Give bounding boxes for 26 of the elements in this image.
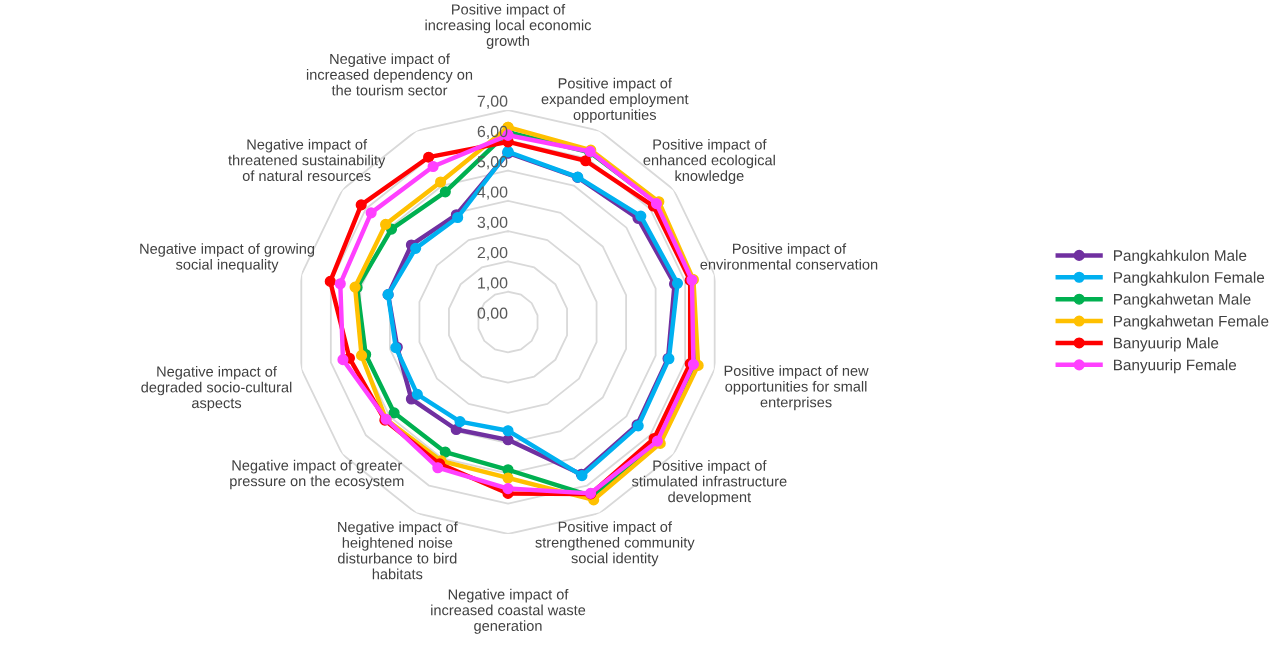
- spoke-label: Negative impact of increased coastal waste generation: [431, 588, 586, 634]
- spoke-label: Positive impact of stimulated infrastructure development: [631, 460, 787, 506]
- y-tick-label: 2,00: [477, 246, 508, 261]
- legend-label: Pangkahwetan Female: [1114, 315, 1269, 330]
- legend-label: Banyuurip Female: [1114, 359, 1237, 374]
- y-tick-label: 7,00: [477, 95, 508, 109]
- spoke-label: Negative impact of greater pressure on the ecosystem: [230, 459, 404, 490]
- spoke-label: Positive impact of expanded employment opportunities: [541, 77, 689, 123]
- spoke-label: Positive impact of enhanced ecological knowledge: [643, 138, 775, 184]
- spoke-label: Negative impact of threatened sustainability of natural resources: [228, 138, 386, 182]
- spoke-label: Negative impact of growing social inequality: [140, 243, 315, 273]
- spoke-label: Negative impact of increased dependency on the tourism sector: [306, 53, 473, 96]
- spoke-label: Positive impact of new opportunities for small enterprises: [724, 365, 869, 411]
- y-tick-label: 0,00: [477, 307, 508, 321]
- spoke-label: Positive impact of increasing local economic growth: [425, 3, 592, 49]
- legend-label: Pangkahkulon Female: [1114, 271, 1265, 286]
- legend-label: Pangkahkulon Male: [1114, 249, 1247, 264]
- spoke-label: Positive impact of environmental conservation: [700, 243, 878, 270]
- spoke-label: Negative impact of degraded socio-cultural aspects: [141, 366, 292, 412]
- y-tick-label: 4,00: [477, 186, 508, 200]
- y-tick-label: 1,00: [478, 277, 508, 291]
- spoke-label: Positive impact of strengthened community social identity: [535, 521, 695, 567]
- spoke-label: Negative impact of heightened noise disturbance to bird habitats: [337, 521, 458, 580]
- legend-label: Pangkahwetan Male: [1114, 293, 1251, 308]
- y-tick-label: 3,00: [477, 216, 508, 230]
- legend-label: Banyuurip Male: [1114, 337, 1219, 352]
